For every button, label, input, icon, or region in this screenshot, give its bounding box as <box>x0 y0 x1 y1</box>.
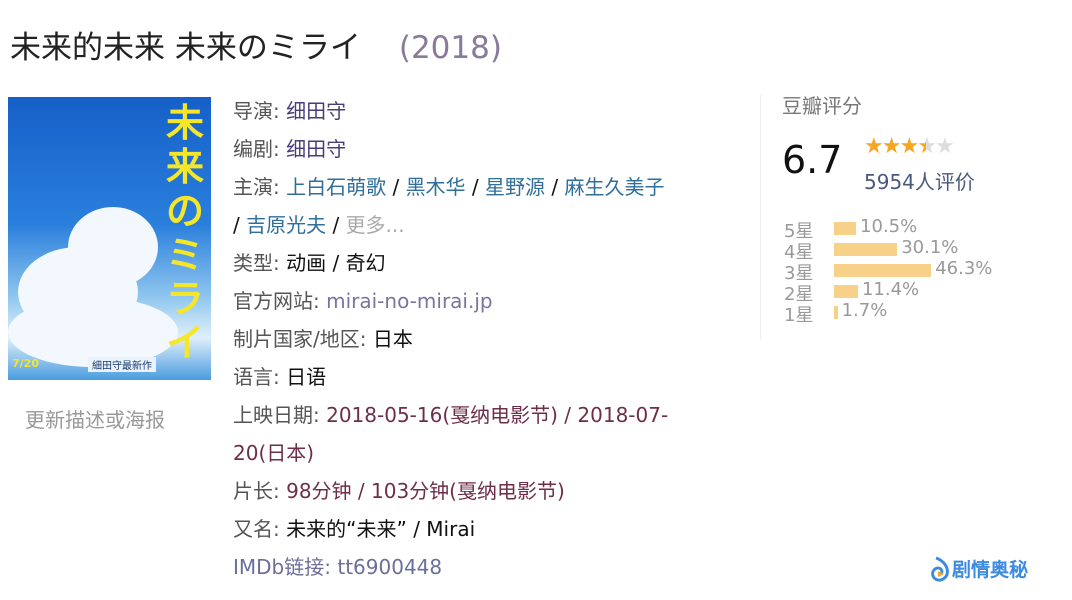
star-full-icon: ★ <box>864 134 884 159</box>
language-value: 日语 <box>286 365 327 389</box>
star-empty-icon: ★ <box>934 134 955 159</box>
rating-percent: 1.7% <box>841 300 888 321</box>
imdb-label: IMDb链接: <box>233 555 331 579</box>
country-label: 制片国家/地区: <box>233 327 367 351</box>
director-row: 导演: 细田守 <box>233 92 733 130</box>
cast-label: 主演: <box>233 175 280 199</box>
aka-label: 又名: <box>233 517 280 541</box>
release-value: 2018-05-16(戛纳电影节) / 2018-07- <box>326 403 669 427</box>
website-label: 官方网站: <box>233 289 320 313</box>
website-row: 官方网站: mirai-no-mirai.jp <box>233 282 733 320</box>
release-row: 上映日期: 2018-05-16(戛纳电影节) / 2018-07- <box>233 396 733 434</box>
writer-link[interactable]: 细田守 <box>286 137 347 161</box>
page-title: 未来的未来 未来のミライ (2018) <box>10 22 502 67</box>
release-value-continued: 20(日本) <box>233 441 315 465</box>
genre-row: 类型: 动画 / 奇幻 <box>233 251 386 275</box>
star-level-label: 3星 <box>784 263 814 284</box>
writer-label: 编剧: <box>233 137 280 161</box>
watermark-text: 剧情奥秘 <box>952 559 1029 581</box>
votes-link[interactable]: 5954人评价 <box>864 170 975 194</box>
actor-link[interactable]: 麻生久美子 <box>564 175 665 199</box>
watermark-logo: 剧情奥秘 <box>930 555 1028 582</box>
genre-label: 类型: <box>233 251 280 275</box>
writer-row: 编剧: 细田守 <box>233 130 733 168</box>
star-level-label: 1星 <box>784 305 814 326</box>
country-value: 日本 <box>372 327 413 351</box>
star-full-icon: ★ <box>899 134 919 159</box>
actor-link[interactable]: 上白石萌歌 <box>286 175 387 199</box>
aka-row: 又名: 未来的“未来” / Mirai <box>233 510 733 548</box>
star-full-icon: ★ <box>881 134 902 159</box>
director-link[interactable]: 细田守 <box>286 99 347 123</box>
cast-row-continued: / 吉原光夫 / 更多... <box>233 213 405 237</box>
rating-bar <box>834 285 858 298</box>
movie-name: 未来的未来 未来のミライ <box>10 30 361 66</box>
star-half-icon: ★ <box>917 134 937 159</box>
genre-value: 奇幻 <box>345 251 386 275</box>
language-row: 语言: 日语 <box>233 358 733 396</box>
rating-bar <box>834 243 898 256</box>
runtime-label: 片长: <box>233 479 280 503</box>
rating-percent: 30.1% <box>901 237 959 258</box>
director-label: 导演: <box>233 99 280 123</box>
website-link[interactable]: mirai-no-mirai.jp <box>326 289 493 313</box>
star-level-label: 4星 <box>784 242 814 263</box>
runtime-row: 片长: 98分钟 / 103分钟(戛纳电影节) <box>233 472 733 510</box>
rating-percent: 46.3% <box>935 258 993 279</box>
language-label: 语言: <box>233 365 280 389</box>
movie-poster[interactable]: 未来のミライ 7/20 細田守最新作 <box>8 97 211 380</box>
rating-bar <box>834 306 838 319</box>
poster-credit: 細田守最新作 <box>88 357 156 372</box>
actor-link[interactable]: 星野源 <box>485 175 546 199</box>
imdb-link[interactable]: tt6900448 <box>337 555 443 579</box>
divider <box>760 95 761 340</box>
country-row: 制片国家/地区: 日本 <box>233 320 733 358</box>
rating-stars: ★★★★★ <box>864 134 955 159</box>
movie-info: 导演: 细田守 编剧: 细田守 主演: 上白石萌歌 / 黑木华 / 星野源 / … <box>233 92 733 586</box>
poster-date: 7/20 <box>12 357 39 370</box>
genre-value: 动画 <box>286 251 327 275</box>
cast-row: 主演: 上白石萌歌 / 黑木华 / 星野源 / 麻生久美子 <box>233 175 665 199</box>
release-label: 上映日期: <box>233 403 320 427</box>
logo-icon <box>931 556 949 582</box>
imdb-row: IMDb链接: tt6900448 <box>233 548 733 586</box>
runtime-value: 98分钟 / 103分钟(戛纳电影节) <box>286 479 565 503</box>
rating-score: 6.7 <box>782 138 843 182</box>
update-poster-link[interactable]: 更新描述或海报 <box>25 408 165 432</box>
rating-percent: 10.5% <box>860 216 918 237</box>
rating-percent: 11.4% <box>861 279 920 300</box>
star-level-label: 2星 <box>784 284 814 305</box>
star-level-label: 5星 <box>784 221 814 242</box>
rating-title: 豆瓣评分 <box>782 94 862 118</box>
poster-title-art: 未来のミライ <box>165 101 204 365</box>
aka-value: 未来的“未来” / Mirai <box>286 517 476 541</box>
rating-bar <box>834 222 857 235</box>
more-cast-link[interactable]: 更多... <box>345 213 405 237</box>
actor-link[interactable]: 黑木华 <box>405 175 466 199</box>
movie-year: (2018) <box>398 30 502 66</box>
actor-link[interactable]: 吉原光夫 <box>246 213 327 237</box>
rating-bar <box>834 264 932 277</box>
rating-panel: 豆瓣评分 6.7 ★★★★★ 5954人评价 5星 10.5% 4星 30.1% 3星 4… <box>782 90 992 326</box>
